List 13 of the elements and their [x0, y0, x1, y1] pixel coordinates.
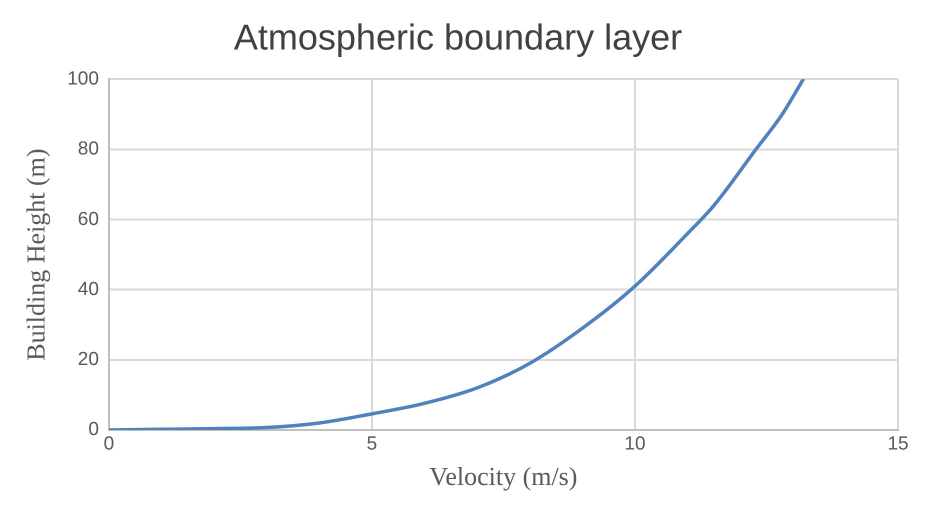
y-tick-label: 0 [88, 419, 99, 440]
y-tick-label: 60 [78, 208, 99, 230]
y-axis-title: Building Height (m) [21, 148, 50, 361]
x-axis-title: Velocity (m/s) [429, 462, 578, 492]
x-tick-label: 15 [887, 434, 909, 455]
y-tick-label: 20 [78, 349, 99, 370]
y-tick-label: 40 [78, 278, 99, 300]
x-tick-label: 5 [366, 434, 378, 455]
x-tick-label: 0 [104, 434, 114, 455]
y-tick-label: 80 [78, 138, 99, 160]
y-tick-label: 100 [67, 68, 99, 90]
chart-title: Atmospheric boundary layer [234, 16, 682, 58]
x-tick-label: 10 [624, 434, 646, 455]
